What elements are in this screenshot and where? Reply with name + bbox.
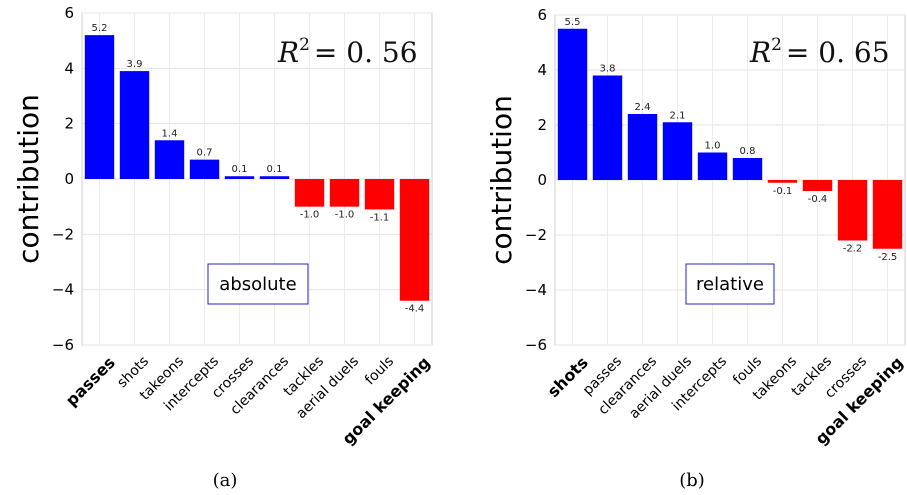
y-tick-label: −6 bbox=[52, 336, 74, 354]
bar-takeons bbox=[154, 140, 185, 179]
bar-shots bbox=[119, 71, 150, 179]
y-axis-label: contribution bbox=[12, 94, 45, 264]
mode-label: relative bbox=[696, 274, 764, 295]
y-tick-label: 2 bbox=[64, 115, 74, 133]
bar-value-label: -0.4 bbox=[808, 194, 828, 205]
bar-value-label: 5.2 bbox=[92, 23, 108, 34]
bar-value-label: -4.4 bbox=[405, 304, 425, 315]
y-tick-label: 0 bbox=[537, 171, 547, 189]
y-tick-label: 6 bbox=[64, 4, 74, 22]
y-tick-label: −2 bbox=[525, 226, 547, 244]
bar-tackles bbox=[802, 180, 833, 191]
y-tick-label: 2 bbox=[537, 116, 547, 134]
subfigure-caption: (a) bbox=[213, 470, 238, 491]
bar-shots bbox=[557, 28, 588, 180]
mode-label-box bbox=[685, 263, 775, 305]
y-tick-label: 4 bbox=[64, 59, 74, 77]
y-tick-label: 0 bbox=[64, 170, 74, 188]
mode-label: absolute bbox=[219, 274, 296, 295]
y-tick-label: −6 bbox=[525, 336, 547, 354]
bar-value-label: 5.5 bbox=[565, 17, 581, 28]
bar-value-label: 1.0 bbox=[705, 141, 721, 152]
bar-value-label: -1.0 bbox=[300, 210, 320, 221]
bar-value-label: 3.9 bbox=[127, 59, 143, 70]
chart-panel-b: 6420−2−4−6contribution5.5shots3.8passes2… bbox=[485, 6, 907, 491]
bar-takeons bbox=[767, 180, 798, 183]
y-tick-label: −2 bbox=[52, 225, 74, 243]
bar-goal-keeping bbox=[399, 179, 430, 301]
bar-passes bbox=[84, 35, 115, 180]
r-squared-annotation: R2 = 0. 65 bbox=[749, 35, 890, 69]
bar-passes bbox=[592, 75, 623, 180]
bar-clearances bbox=[259, 176, 290, 179]
bar-aerial-duels bbox=[329, 179, 360, 207]
bar-value-label: -2.2 bbox=[843, 244, 863, 255]
bar-intercepts bbox=[189, 159, 220, 179]
chart-panel-a: 6420−2−4−6contribution5.2passes3.9shots1… bbox=[12, 4, 434, 491]
x-tick-label: shots bbox=[544, 353, 592, 401]
bar-value-label: 0.8 bbox=[740, 146, 756, 157]
bar-clearances bbox=[627, 114, 658, 180]
mode-label-box bbox=[207, 263, 309, 305]
bar-fouls bbox=[364, 179, 395, 210]
x-tick-label: passes bbox=[62, 353, 119, 410]
bar-value-label: -0.1 bbox=[773, 186, 793, 197]
subfigure-caption: (b) bbox=[679, 470, 705, 491]
bar-value-label: 2.4 bbox=[635, 102, 651, 113]
y-tick-label: 6 bbox=[537, 6, 547, 24]
bar-value-label: 0.1 bbox=[232, 164, 248, 175]
y-tick-label: −4 bbox=[525, 281, 547, 299]
r-squared-annotation: R2 = 0. 56 bbox=[277, 35, 418, 69]
y-axis-label: contribution bbox=[485, 95, 518, 265]
bar-fouls bbox=[732, 158, 763, 180]
y-tick-label: 4 bbox=[537, 61, 547, 79]
bar-goal-keeping bbox=[872, 180, 903, 249]
bar-value-label: -2.5 bbox=[878, 252, 898, 263]
bar-aerial-duels bbox=[662, 122, 693, 180]
bar-value-label: 1.4 bbox=[162, 128, 178, 139]
bar-tackles bbox=[294, 179, 325, 207]
bar-crosses bbox=[224, 176, 255, 179]
bar-value-label: 3.8 bbox=[600, 64, 616, 75]
y-tick-label: −4 bbox=[52, 281, 74, 299]
bar-value-label: 2.1 bbox=[670, 110, 686, 121]
bar-value-label: 0.1 bbox=[267, 164, 283, 175]
bar-crosses bbox=[837, 180, 868, 241]
bar-value-label: 0.7 bbox=[197, 148, 213, 159]
bar-value-label: -1.1 bbox=[370, 212, 390, 223]
bar-intercepts bbox=[697, 152, 728, 180]
bar-value-label: -1.0 bbox=[335, 210, 355, 221]
